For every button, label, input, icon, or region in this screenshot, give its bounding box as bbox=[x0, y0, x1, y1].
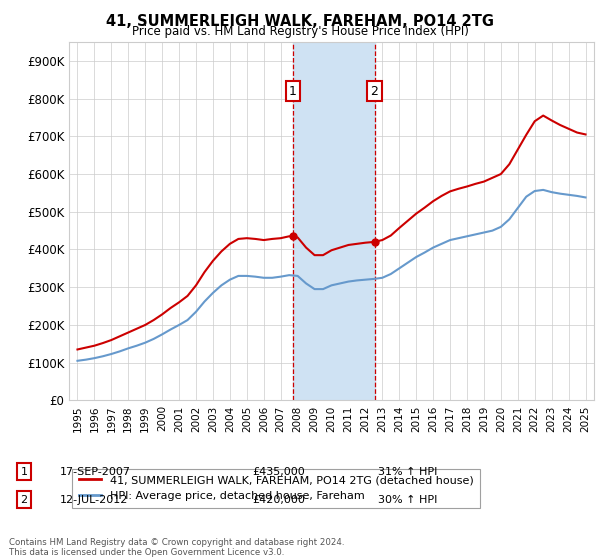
Text: 31% ↑ HPI: 31% ↑ HPI bbox=[378, 466, 437, 477]
Text: 2: 2 bbox=[371, 85, 379, 97]
Legend: 41, SUMMERLEIGH WALK, FAREHAM, PO14 2TG (detached house), HPI: Average price, de: 41, SUMMERLEIGH WALK, FAREHAM, PO14 2TG … bbox=[72, 469, 480, 507]
Text: 30% ↑ HPI: 30% ↑ HPI bbox=[378, 494, 437, 505]
Text: £420,000: £420,000 bbox=[252, 494, 305, 505]
Text: 2: 2 bbox=[20, 494, 28, 505]
Text: 17-SEP-2007: 17-SEP-2007 bbox=[60, 466, 131, 477]
Bar bbox=[293, 42, 374, 400]
Text: 41, SUMMERLEIGH WALK, FAREHAM, PO14 2TG: 41, SUMMERLEIGH WALK, FAREHAM, PO14 2TG bbox=[106, 14, 494, 29]
Text: 1: 1 bbox=[289, 85, 296, 97]
Text: Price paid vs. HM Land Registry's House Price Index (HPI): Price paid vs. HM Land Registry's House … bbox=[131, 25, 469, 38]
Text: 12-JUL-2012: 12-JUL-2012 bbox=[60, 494, 128, 505]
Text: Contains HM Land Registry data © Crown copyright and database right 2024.
This d: Contains HM Land Registry data © Crown c… bbox=[9, 538, 344, 557]
Text: 1: 1 bbox=[20, 466, 28, 477]
Text: £435,000: £435,000 bbox=[252, 466, 305, 477]
